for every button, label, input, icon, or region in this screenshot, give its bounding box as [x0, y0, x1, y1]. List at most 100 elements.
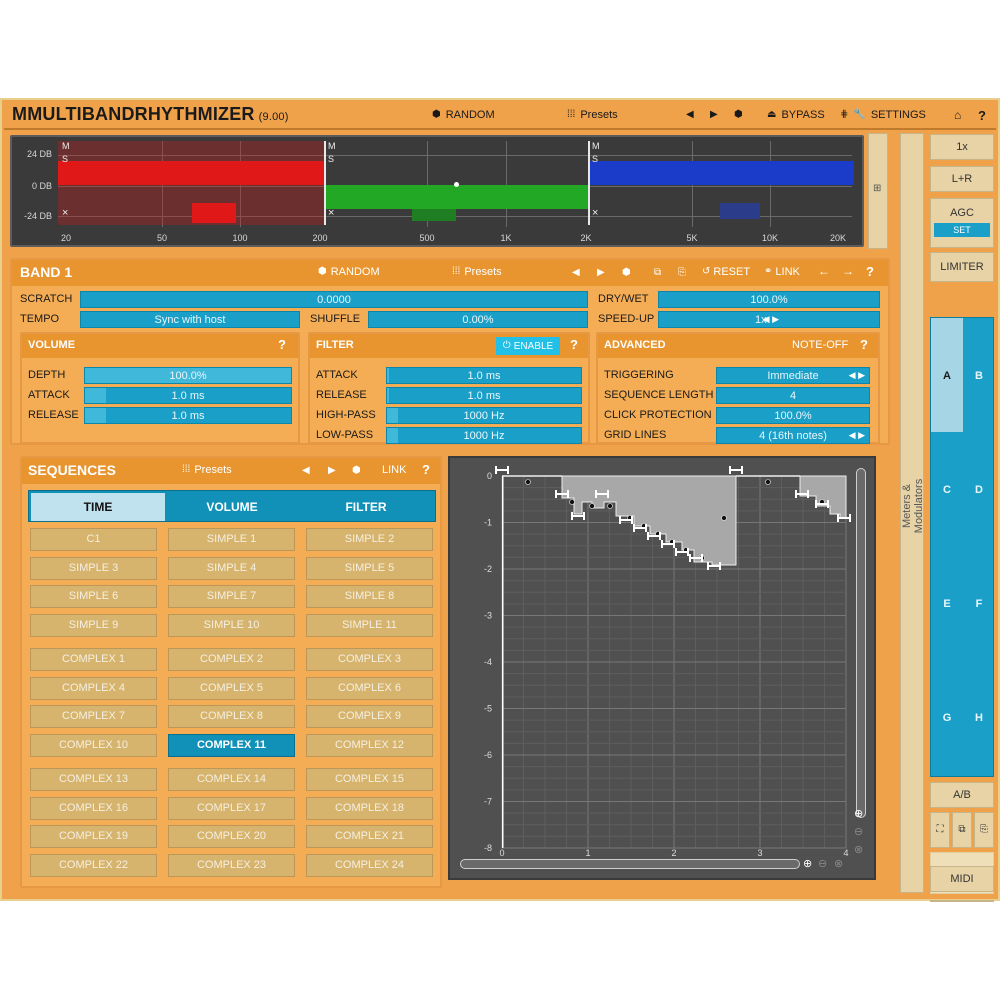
expand-button[interactable]: ⛶: [930, 812, 950, 848]
band-display[interactable]: 24 DB 0 DB -24 DB M S × M S × M S × 20 5…: [10, 135, 864, 247]
bypass-button[interactable]: ⏏ BYPASS: [767, 104, 825, 126]
sequence-simple-7-button[interactable]: SIMPLE 7: [168, 585, 295, 608]
random-button[interactable]: ⬢ RANDOM: [432, 104, 495, 126]
sequences-next-button[interactable]: ▶: [328, 464, 336, 476]
zoom-reset-icon[interactable]: ⊗: [834, 858, 844, 870]
sequence-complex-20-button[interactable]: COMPLEX 20: [168, 825, 295, 848]
advanced-help-icon[interactable]: ?: [860, 337, 868, 352]
filter-enable-button[interactable]: ⏻ ENABLE: [496, 337, 560, 355]
presets-button[interactable]: ⁞⁞⁞ Presets: [567, 104, 618, 126]
advanced-row-control[interactable]: 4 (16th notes) ◀ ▶: [716, 427, 870, 444]
sequence-complex-5-button[interactable]: COMPLEX 5: [168, 676, 295, 700]
sequence-simple-3-button[interactable]: SIMPLE 3: [30, 556, 157, 580]
midi-button[interactable]: MIDI: [930, 866, 994, 892]
random-preset-button[interactable]: ⬢: [734, 104, 743, 126]
band-a-button[interactable]: A: [943, 370, 951, 382]
zoom-reset-vertical-icon[interactable]: ⊗: [854, 844, 864, 856]
band-1-level[interactable]: [58, 161, 324, 185]
solo-icon[interactable]: S: [592, 154, 599, 164]
agc-set-button[interactable]: SET: [934, 223, 990, 237]
close-icon[interactable]: ×: [62, 207, 69, 219]
sequence-complex-7-button[interactable]: COMPLEX 7: [30, 705, 157, 728]
sequence-simple-11-button[interactable]: SIMPLE 11: [306, 613, 433, 637]
sequence-c1-button[interactable]: C1: [30, 528, 157, 551]
sequence-simple-2-button[interactable]: SIMPLE 2: [306, 528, 433, 551]
sequence-complex-3-button[interactable]: COMPLEX 3: [306, 648, 433, 671]
band-random-preset-button[interactable]: ⬢: [622, 266, 631, 278]
sequence-complex-6-button[interactable]: COMPLEX 6: [306, 676, 433, 700]
zoom-in-icon[interactable]: ⊕: [803, 858, 813, 870]
sequence-complex-14-button[interactable]: COMPLEX 14: [168, 768, 295, 791]
band-prev-button[interactable]: ◀: [572, 266, 580, 278]
sequence-simple-9-button[interactable]: SIMPLE 9: [30, 613, 157, 637]
horizontal-scrollbar[interactable]: [460, 859, 800, 869]
band-h-button[interactable]: H: [975, 712, 983, 724]
tab-time[interactable]: TIME: [31, 493, 165, 521]
zoom-out-icon[interactable]: ⊖: [818, 858, 828, 870]
filter-row-slider[interactable]: 1000 Hz: [386, 427, 582, 444]
band-random-button[interactable]: ⬢ RANDOM: [318, 266, 380, 278]
sequence-complex-22-button[interactable]: COMPLEX 22: [30, 853, 157, 877]
sequence-complex-10-button[interactable]: COMPLEX 10: [30, 733, 157, 757]
oversampling-button[interactable]: 1x: [930, 134, 994, 160]
sequence-simple-8-button[interactable]: SIMPLE 8: [306, 585, 433, 608]
ab-button[interactable]: A/B: [930, 782, 994, 808]
sequence-simple-6-button[interactable]: SIMPLE 6: [30, 585, 157, 608]
meters-modulators-toggle[interactable]: Meters & Modulators: [900, 133, 925, 893]
solo-icon[interactable]: S: [328, 154, 335, 164]
band-f-button[interactable]: F: [975, 598, 983, 610]
help-button[interactable]: ?: [978, 104, 986, 126]
sequence-complex-18-button[interactable]: COMPLEX 18: [306, 796, 433, 820]
sequence-complex-12-button[interactable]: COMPLEX 12: [306, 733, 433, 757]
close-icon[interactable]: ×: [328, 207, 335, 219]
sequence-complex-23-button[interactable]: COMPLEX 23: [168, 853, 295, 877]
sequences-random-button[interactable]: ⬢: [352, 464, 361, 476]
sequences-presets-button[interactable]: ⁞⁞⁞ Presets: [182, 464, 232, 476]
filter-row-slider[interactable]: 1000 Hz: [386, 407, 582, 424]
band-e-button[interactable]: E: [943, 598, 951, 610]
band-reset-button[interactable]: ↺ RESET: [702, 266, 750, 278]
band-b-button[interactable]: B: [975, 370, 983, 382]
band-c-button[interactable]: C: [943, 484, 951, 496]
advanced-row-control[interactable]: 4: [716, 387, 870, 404]
scratch-slider[interactable]: 0.0000: [80, 291, 588, 308]
sequence-complex-21-button[interactable]: COMPLEX 21: [306, 825, 433, 848]
undo-button[interactable]: ←: [818, 265, 830, 278]
sequence-complex-4-button[interactable]: COMPLEX 4: [30, 676, 157, 700]
band-paste-button[interactable]: ⎘: [678, 266, 686, 278]
shuffle-slider[interactable]: 0.00%: [368, 311, 588, 328]
volume-row-slider[interactable]: 1.0 ms: [84, 407, 292, 424]
advanced-row-control[interactable]: 100.0%: [716, 407, 870, 424]
channel-mode-button[interactable]: L+R: [930, 166, 994, 192]
zoom-out-vertical-icon[interactable]: ⊖: [854, 826, 864, 838]
volume-row-slider[interactable]: 100.0%: [84, 367, 292, 384]
limiter-button[interactable]: LIMITER: [930, 252, 994, 282]
band-copy-button[interactable]: ⧉: [654, 266, 661, 278]
copy-button[interactable]: ⧉: [952, 812, 972, 848]
filter-row-slider[interactable]: 1.0 ms: [386, 387, 582, 404]
sequence-complex-13-button[interactable]: COMPLEX 13: [30, 768, 157, 791]
tab-volume[interactable]: VOLUME: [206, 500, 258, 514]
mute-icon[interactable]: M: [328, 141, 336, 151]
mute-icon[interactable]: M: [592, 141, 600, 151]
sequences-link-button[interactable]: LINK: [382, 464, 407, 476]
volume-help-icon[interactable]: ?: [278, 337, 286, 352]
next-preset-button[interactable]: ▶: [710, 104, 718, 126]
volume-row-slider[interactable]: 1.0 ms: [84, 387, 292, 404]
agc-button[interactable]: AGC SET: [930, 198, 994, 248]
band-g-button[interactable]: G: [942, 712, 952, 724]
close-icon[interactable]: ×: [592, 207, 599, 219]
sequence-simple-5-button[interactable]: SIMPLE 5: [306, 556, 433, 580]
zoom-in-vertical-icon[interactable]: ⊕: [854, 808, 864, 820]
band-display-side-button[interactable]: ⊞: [868, 133, 888, 249]
band-3-level[interactable]: [590, 161, 854, 185]
band-link-button[interactable]: ⚭ LINK: [764, 266, 800, 278]
home-button[interactable]: ⌂: [954, 104, 961, 126]
sequence-complex-1-button[interactable]: COMPLEX 1: [30, 648, 157, 671]
crossover-2-handle[interactable]: [588, 141, 590, 225]
settings-button[interactable]: ⋕ 🔧 SETTINGS: [840, 104, 926, 126]
sequence-complex-11-button[interactable]: COMPLEX 11: [168, 733, 295, 757]
sequence-complex-19-button[interactable]: COMPLEX 19: [30, 825, 157, 848]
prev-preset-button[interactable]: ◀: [686, 104, 694, 126]
sequence-complex-16-button[interactable]: COMPLEX 16: [30, 796, 157, 820]
